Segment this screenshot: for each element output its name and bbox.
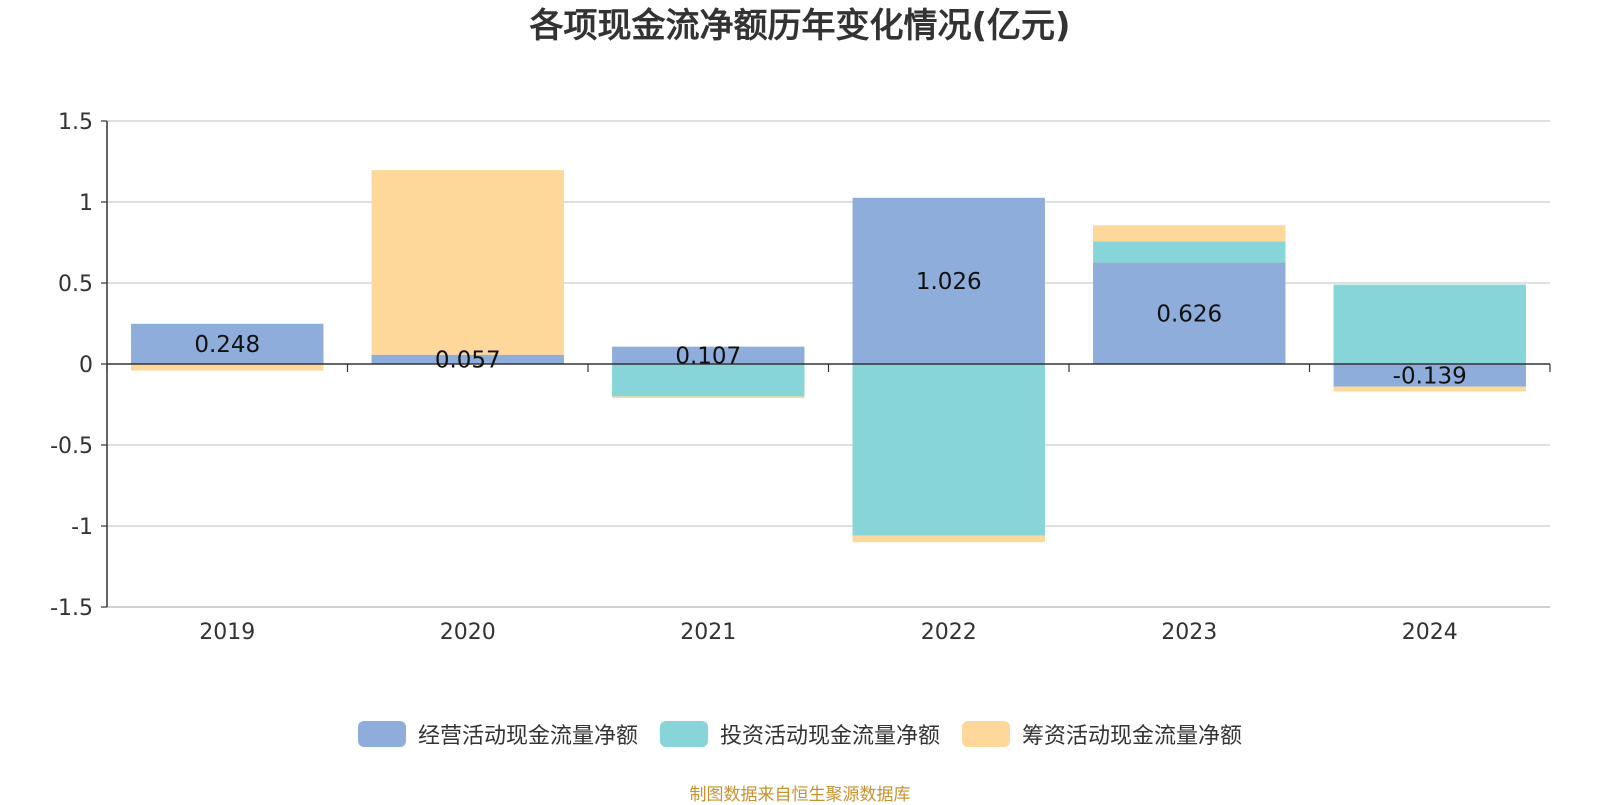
axes: 1.5 1 0.5 0 -0.5 -1 -1.5 2019 2020 2021 2022 2023 20… <box>50 110 1551 645</box>
chart-title: 各项现金流净额历年变化情况(亿元) <box>529 6 1071 46</box>
data-labels: 0.248 0.057 0.107 1.026 0.626 -0.139 <box>194 269 1467 389</box>
bar-series-2-2024[interactable] <box>1333 386 1526 392</box>
legend-label-investing: 投资活动现金流量净额 <box>719 724 940 749</box>
x-tick-label: 2023 <box>1161 620 1217 645</box>
bar-series-1-2022[interactable] <box>852 364 1045 536</box>
legend-item-operating[interactable]: 经营活动现金流量净额 <box>357 718 638 750</box>
bar-series-2-2023[interactable] <box>1093 225 1286 242</box>
bar-series-0-2022[interactable] <box>852 197 1045 364</box>
bar-series-0-2023[interactable] <box>1093 262 1286 364</box>
legend-item-financing[interactable]: 筹资活动现金流量净额 <box>962 718 1242 750</box>
data-label: 0.057 <box>435 347 501 373</box>
data-label: 0.626 <box>1156 301 1222 327</box>
legend-item-investing[interactable]: 投资活动现金流量净额 <box>659 718 940 750</box>
bar-series-2-2021[interactable] <box>612 396 805 399</box>
bar-series-0-2020[interactable] <box>371 354 564 364</box>
bar-series-2-2022[interactable] <box>852 535 1045 543</box>
bar-series-2-2020[interactable] <box>371 170 564 355</box>
bar-series-1-2024[interactable] <box>1333 284 1526 364</box>
x-tick-label: 2019 <box>199 620 255 645</box>
bars <box>131 170 1526 543</box>
bar-series-1-2023[interactable] <box>1093 241 1286 263</box>
legend-swatch-investing <box>659 721 708 747</box>
x-tick-label: 2020 <box>440 620 496 645</box>
y-tick-label: 0 <box>79 353 93 378</box>
legend: 经营活动现金流量净额 投资活动现金流量净额 筹资活动现金流量净额 <box>0 718 1600 750</box>
source-note: 制图数据来自恒生聚源数据库 <box>689 785 911 805</box>
legend-label-financing: 筹资活动现金流量净额 <box>1022 724 1243 749</box>
data-label: 0.107 <box>675 343 741 369</box>
x-tick-label: 2024 <box>1402 620 1458 645</box>
x-tick-label: 2021 <box>680 620 736 645</box>
bar-series-0-2021[interactable] <box>612 346 805 364</box>
y-tick-label: -0.5 <box>50 434 93 459</box>
data-label: 1.026 <box>916 269 982 295</box>
x-tick-label: 2022 <box>921 620 977 645</box>
data-label: 0.248 <box>194 332 260 358</box>
bar-series-1-2021[interactable] <box>612 364 805 397</box>
legend-swatch-operating <box>357 721 406 747</box>
y-tick-label: 0.5 <box>58 272 93 297</box>
data-label: -0.139 <box>1393 363 1467 389</box>
y-tick-label: -1 <box>71 515 93 540</box>
bar-series-2-2019[interactable] <box>131 364 324 371</box>
legend-label-operating: 经营活动现金流量净额 <box>417 724 638 749</box>
bar-series-0-2024[interactable] <box>1333 364 1526 387</box>
legend-swatch-financing <box>962 721 1010 747</box>
y-tick-label: -1.5 <box>50 596 93 621</box>
bar-series-0-2019[interactable] <box>131 323 324 364</box>
y-tick-label: 1.5 <box>58 110 93 135</box>
y-tick-label: 1 <box>79 191 93 216</box>
